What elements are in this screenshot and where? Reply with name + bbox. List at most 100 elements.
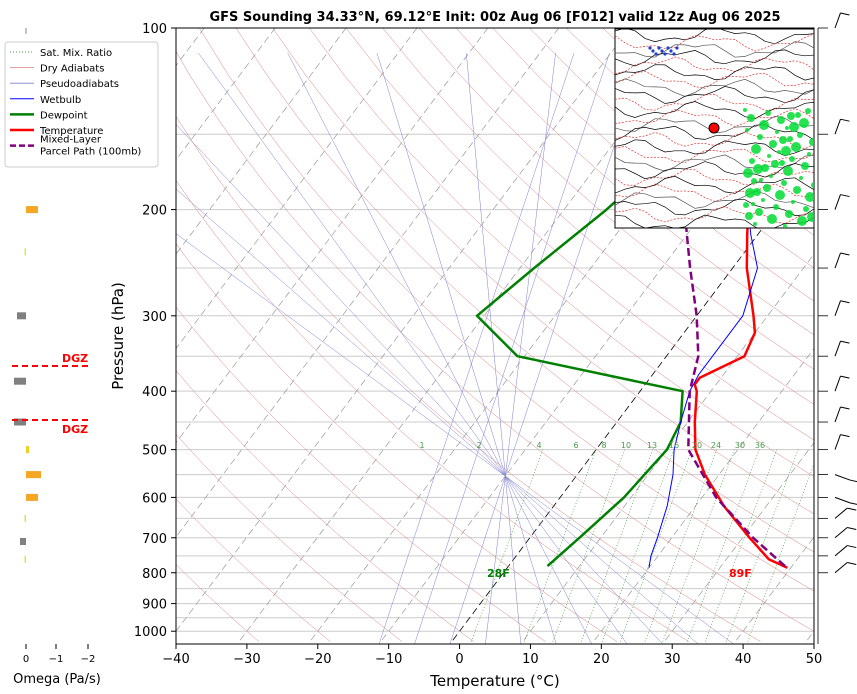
precip-cell bbox=[797, 132, 803, 138]
legend-item: Pseudoadiabats bbox=[10, 79, 119, 90]
precip-cell bbox=[805, 108, 811, 114]
wind-barb bbox=[818, 507, 857, 519]
map-contour bbox=[615, 190, 814, 209]
barb-staff bbox=[834, 252, 841, 269]
mixing-ratio-label: 16 bbox=[669, 441, 679, 450]
precip-cell bbox=[779, 136, 787, 144]
precip-cell bbox=[795, 112, 801, 118]
dry-adiabat bbox=[382, 28, 814, 405]
precip-cell bbox=[751, 202, 755, 206]
map-contour bbox=[615, 214, 814, 228]
precip-cell bbox=[781, 146, 791, 156]
chart-title: GFS Sounding 34.33°N, 69.12°E Init: 00z … bbox=[209, 10, 780, 25]
barb-flag bbox=[847, 527, 857, 530]
map-contour bbox=[615, 64, 814, 81]
pressure-center-mark bbox=[666, 46, 670, 50]
precip-cell bbox=[785, 126, 789, 130]
omega-bar bbox=[26, 206, 38, 214]
y-tick-label: 500 bbox=[142, 444, 167, 459]
map-contour bbox=[615, 94, 814, 111]
isotherm-line bbox=[176, 28, 418, 350]
barb-flag bbox=[840, 340, 850, 344]
legend-label: Sat. Mix. Ratio bbox=[40, 48, 112, 59]
map-contour bbox=[615, 146, 814, 163]
wind-barb bbox=[818, 118, 850, 135]
y-tick-label: 800 bbox=[142, 567, 167, 582]
legend: Sat. Mix. Ratio Dry Adiabats Pseudoadiabat… bbox=[4, 41, 159, 168]
isotherm-line bbox=[662, 442, 814, 644]
pseudoadiabat bbox=[376, 52, 557, 644]
barb-staff bbox=[834, 300, 841, 316]
x-tick-label: 10 bbox=[522, 652, 539, 667]
dry-adiabat bbox=[235, 28, 814, 553]
pressure-center-mark bbox=[651, 49, 655, 53]
barb-flag bbox=[840, 434, 850, 438]
dry-adiabat bbox=[419, 28, 814, 370]
wind-barb bbox=[818, 252, 850, 269]
map-contour bbox=[615, 86, 814, 104]
barb-flag bbox=[840, 375, 850, 379]
precip-cell bbox=[791, 200, 795, 204]
pseudoadiabat bbox=[414, 52, 610, 644]
background-adiabats bbox=[176, 28, 814, 644]
inset-map-contours bbox=[615, 29, 814, 228]
omega-bar bbox=[17, 312, 26, 320]
dry-adiabat bbox=[345, 28, 814, 441]
mixing-ratio-label: 2 bbox=[476, 441, 481, 450]
map-contour bbox=[615, 70, 814, 89]
precip-cell bbox=[751, 178, 757, 184]
precip-cell bbox=[761, 164, 769, 172]
precip-cell bbox=[761, 198, 765, 202]
precip-cell bbox=[753, 222, 757, 226]
x-axis-label: Temperature (°C) bbox=[429, 672, 559, 690]
location-marker bbox=[708, 122, 720, 134]
y-tick-label: 100 bbox=[142, 22, 167, 37]
pseudoadiabat bbox=[198, 52, 628, 644]
mixing-ratio-line bbox=[643, 449, 717, 644]
barb-flag bbox=[840, 300, 850, 304]
precip-cell bbox=[775, 130, 779, 134]
x-tick-label: −40 bbox=[162, 652, 189, 667]
precip-cell bbox=[801, 162, 809, 170]
omega-bar bbox=[26, 493, 38, 501]
pressure-center-mark bbox=[675, 46, 679, 50]
precip-cell bbox=[799, 176, 803, 180]
pseudoadiabat bbox=[176, 233, 734, 644]
y-tick-label: 300 bbox=[142, 310, 167, 325]
precip-cell bbox=[745, 128, 749, 132]
barb-staff bbox=[834, 545, 848, 557]
precip-cell bbox=[777, 116, 785, 124]
y-tick-label: 900 bbox=[142, 598, 167, 613]
isotherm-line bbox=[520, 253, 814, 644]
omega-tick-label: −2 bbox=[81, 654, 96, 665]
map-contour bbox=[615, 41, 814, 58]
x-tick-label: 20 bbox=[593, 652, 610, 667]
barb-staff bbox=[834, 375, 841, 392]
map-contour bbox=[615, 56, 814, 74]
map-contour bbox=[615, 169, 814, 186]
x-tick-label: −20 bbox=[304, 652, 331, 667]
pseudoadiabat bbox=[378, 52, 575, 644]
isotherm-line bbox=[176, 28, 559, 538]
pseudoadiabat bbox=[485, 52, 556, 644]
y-axis-label: Pressure (hPa) bbox=[109, 282, 127, 390]
omega-panel: DGZ DGZ 0 −1 −2 Omega (Pa/s) bbox=[12, 28, 101, 687]
omega-axis-ticks: 0 −1 −2 bbox=[23, 644, 96, 665]
pressure-center-mark bbox=[660, 49, 664, 53]
mixing-ratio-line bbox=[551, 449, 625, 644]
isotherm-line bbox=[449, 159, 814, 644]
barb-staff bbox=[834, 406, 841, 423]
dry-adiabat bbox=[176, 180, 689, 642]
legend-label: Dry Adiabats bbox=[40, 64, 104, 75]
pseudoadiabat bbox=[287, 52, 592, 644]
isotherm-line bbox=[176, 28, 489, 444]
y-axis-ticks: 100 200 300 400 500 600 700 800 900 1000 bbox=[134, 22, 176, 640]
legend-item: Dewpoint bbox=[10, 110, 88, 121]
pressure-center-mark bbox=[654, 52, 658, 56]
map-contour bbox=[615, 206, 814, 224]
wind-barb bbox=[818, 194, 850, 210]
barb-flag bbox=[847, 561, 857, 565]
dgz-top-label: DGZ bbox=[62, 352, 88, 365]
